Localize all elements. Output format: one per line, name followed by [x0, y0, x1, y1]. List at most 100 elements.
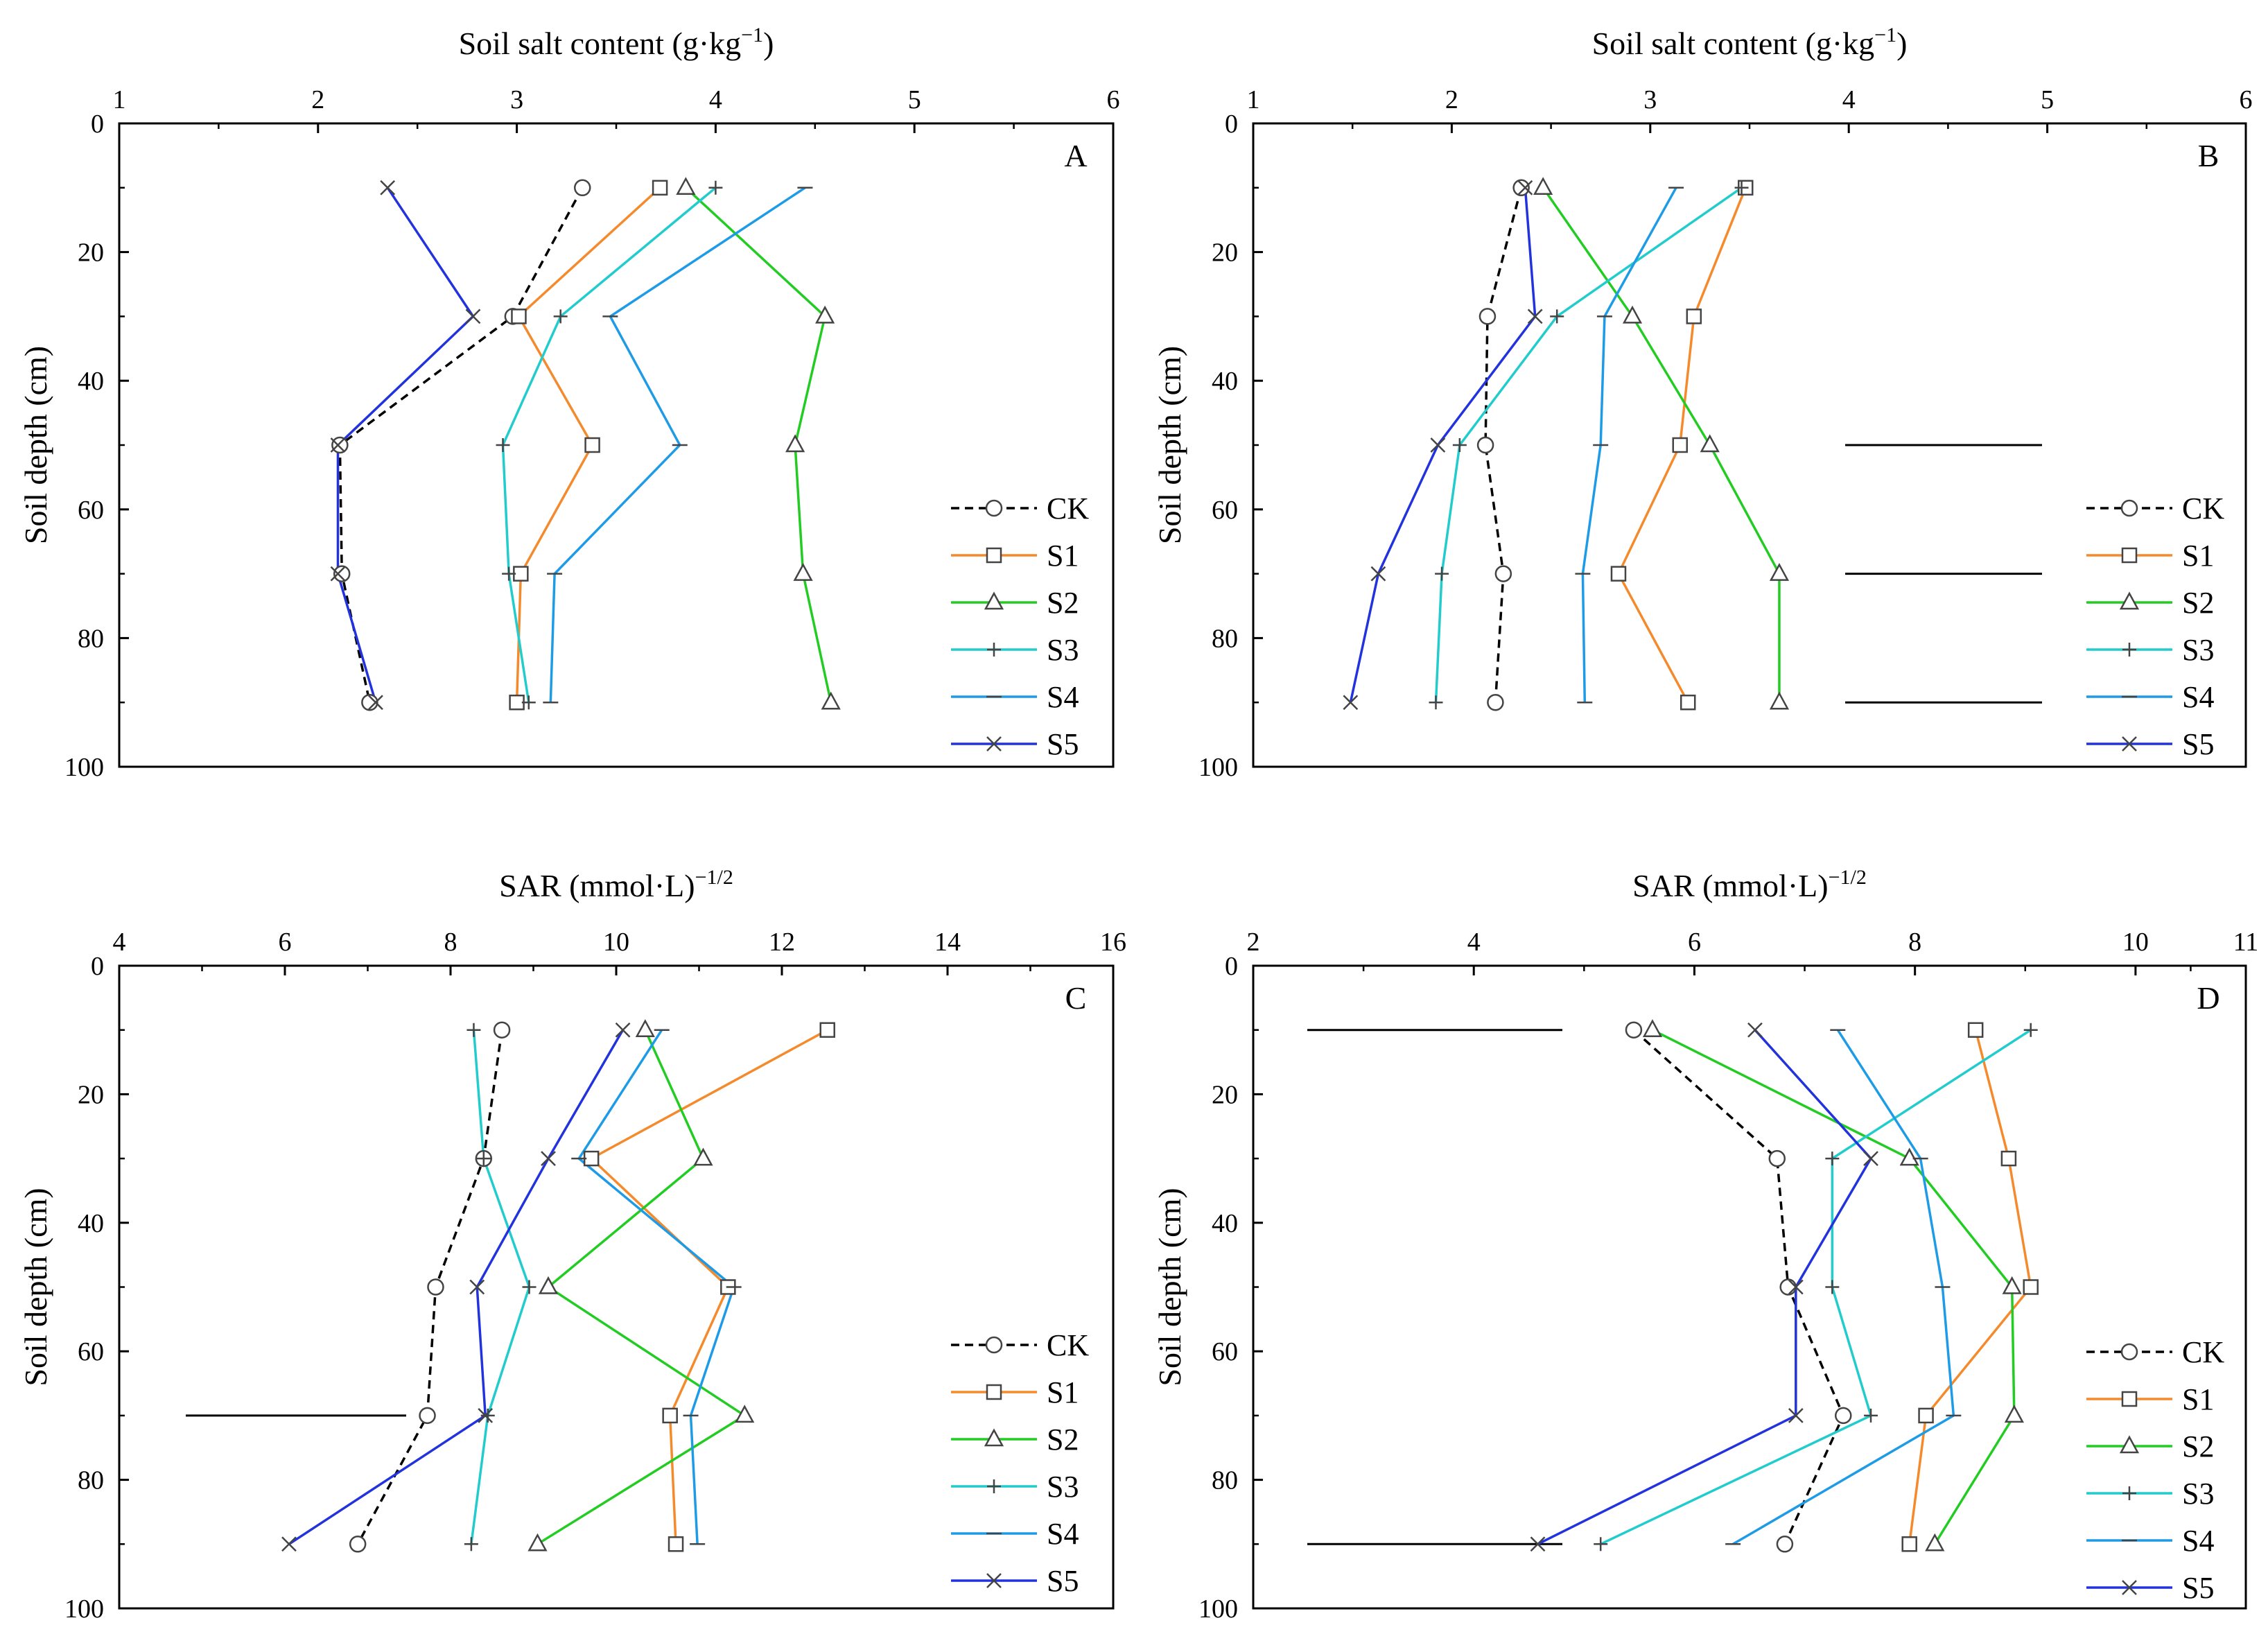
data-point-s5: [330, 566, 346, 582]
data-point-ck: [427, 1278, 444, 1296]
legend-marker-s1: [2121, 547, 2138, 564]
legend: CK S1 S2 S3 S4 S5: [951, 492, 1089, 761]
data-point-s1: [652, 180, 668, 196]
x-axis-title: SAR (mmol·L)−1/2: [1632, 866, 1867, 903]
data-point-s5: [615, 1022, 631, 1038]
data-point-ck: [493, 1021, 511, 1039]
y-tick-label: 20: [78, 1080, 104, 1109]
y-tick-label: 80: [78, 1466, 104, 1495]
legend-marker-s2: [984, 1428, 1004, 1447]
data-point-s3: [480, 1408, 495, 1423]
data-point-s5: [1343, 695, 1359, 711]
data-point-s1: [1672, 437, 1689, 453]
y-tick-label: 100: [64, 753, 104, 782]
legend-label-s3: S3: [2182, 633, 2214, 667]
y-axis-title: Soil depth (cm): [1152, 1188, 1187, 1386]
y-tick-label: 100: [1198, 1594, 1238, 1624]
data-point-s2: [785, 434, 805, 453]
data-point-s2: [2004, 1405, 2024, 1423]
legend: CK S1 S2 S3 S4 S5: [2086, 1335, 2224, 1605]
data-point-ck: [1768, 1149, 1786, 1167]
y-tick-label: 0: [91, 952, 104, 981]
y-tick-label: 0: [91, 110, 104, 139]
x-tick-label: 6: [1107, 85, 1120, 114]
data-point-s5: [465, 309, 481, 324]
data-point-s2: [1899, 1147, 1919, 1166]
data-point-s5: [1370, 566, 1386, 582]
data-point-s2: [1622, 305, 1643, 324]
y-tick-label: 40: [1212, 367, 1238, 396]
legend-marker-s3: [987, 1479, 1001, 1493]
legend-label-s4: S4: [2182, 680, 2214, 714]
data-point-s3: [1452, 438, 1467, 452]
y-axis-title: Soil depth (cm): [18, 1188, 53, 1386]
data-point-ck: [1476, 436, 1494, 454]
x-tick-label: 4: [1467, 928, 1481, 957]
data-point-s3: [2023, 1023, 2038, 1037]
legend-label-s5: S5: [2182, 727, 2214, 761]
x-tick-label: 2: [1445, 85, 1458, 114]
legend-marker-ck: [2120, 1343, 2138, 1361]
y-tick-label: 0: [1225, 952, 1238, 981]
data-point-s3: [466, 1023, 481, 1037]
data-point-s3: [1594, 1537, 1608, 1552]
x-tick-label: 5: [2041, 85, 2054, 114]
data-point-s3: [1864, 1408, 1878, 1423]
data-point-s2: [793, 562, 813, 581]
data-point-ck: [1776, 1536, 1794, 1553]
data-point-s3: [521, 695, 536, 710]
data-point-s5: [541, 1151, 556, 1166]
y-tick-label: 20: [1212, 238, 1238, 268]
y-tick-label: 40: [1212, 1209, 1238, 1238]
data-point-s2: [2002, 1276, 2022, 1294]
x-tick-label: 10: [603, 928, 629, 957]
data-point-s1: [1901, 1536, 1917, 1552]
y-tick-label: 20: [78, 238, 104, 268]
legend-label-ck: CK: [2182, 1335, 2224, 1369]
data-point-s2: [821, 691, 841, 710]
data-point-s1: [2023, 1279, 2039, 1295]
legend-label-s5: S5: [1047, 727, 1079, 761]
series-line-ck: [1484, 187, 1523, 703]
legend-label-s1: S1: [2182, 1382, 2214, 1416]
x-tick-label: 10: [2122, 928, 2149, 957]
data-point-s1: [668, 1536, 684, 1552]
legend-label-s4: S4: [2182, 1524, 2214, 1558]
data-point-s3: [708, 180, 723, 195]
legend-marker-s3: [987, 643, 1001, 657]
data-point-ck: [1487, 693, 1504, 711]
data-point-ck: [1779, 1278, 1797, 1296]
legend-marker-ck: [985, 1336, 1003, 1354]
data-point-s3: [1435, 566, 1449, 581]
x-tick-label: 4: [113, 928, 126, 957]
x-tick-label: 6: [279, 928, 292, 957]
data-point-s2: [735, 1405, 755, 1423]
data-point-s5: [1527, 309, 1543, 324]
legend-marker-s5: [2122, 1580, 2137, 1595]
data-point-s5: [1747, 1022, 1763, 1038]
data-point-ck: [1625, 1021, 1643, 1039]
data-point-ck: [349, 1536, 367, 1553]
x-tick-label: 6: [2240, 85, 2253, 114]
data-point-s3: [496, 438, 510, 452]
data-point-s5: [380, 180, 396, 195]
data-point-s5: [281, 1536, 297, 1552]
y-tick-label: 100: [1198, 753, 1238, 782]
y-tick-label: 60: [78, 1337, 104, 1366]
y-tick-label: 40: [78, 1209, 104, 1238]
legend-label-s2: S2: [2182, 586, 2214, 620]
legend-label-s5: S5: [2182, 1571, 2214, 1605]
x-tick-label: 4: [1842, 85, 1856, 114]
x-axis-title: SAR (mmol·L)−1/2: [499, 866, 733, 903]
y-axis-title: Soil depth (cm): [1152, 346, 1187, 544]
data-point-s1: [2000, 1150, 2017, 1167]
panel-letter-c: C: [1065, 980, 1087, 1016]
x-tick-label: 11: [2233, 928, 2259, 957]
x-tick-label: 1: [1247, 85, 1260, 114]
legend-label-ck: CK: [1047, 1328, 1089, 1362]
legend-label-s2: S2: [1047, 1423, 1079, 1457]
data-point-ck: [331, 436, 349, 454]
legend: CK S1 S2 S3 S4 S5: [2086, 492, 2224, 761]
x-axis-title: Soil salt content (g·kg−1): [459, 24, 774, 61]
